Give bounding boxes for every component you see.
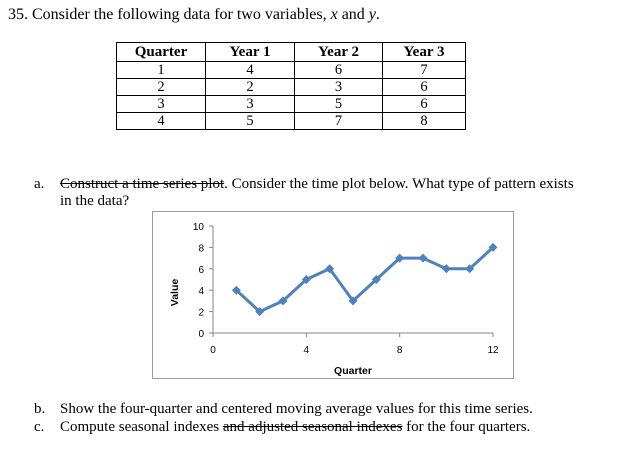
diamond-marker-icon <box>325 264 335 274</box>
question-text-and: and <box>337 6 369 23</box>
x-tick-label: 0 <box>210 345 216 356</box>
part-a: a. Construct a time series plot. Consider… <box>34 176 634 210</box>
diamond-marker-icon <box>441 264 451 274</box>
diamond-marker-icon <box>255 307 265 317</box>
header-year-1: Year 1 <box>205 42 295 62</box>
y-tick-label: 6 <box>198 265 204 276</box>
part-b-label: b. <box>34 401 46 417</box>
diamond-marker-icon <box>418 253 428 263</box>
header-quarter: Quarter <box>116 42 206 62</box>
part-c-text-end: for the four quarters. <box>402 419 531 435</box>
cell: 8 <box>382 112 466 130</box>
variable-x: x <box>330 6 338 23</box>
question-prompt: 35. Consider the following data for two … <box>8 6 380 24</box>
part-a-text: . Consider the time plot below. What typ… <box>224 176 574 192</box>
y-tick-label: 10 <box>193 222 205 233</box>
part-c-struck-text: and adjusted seasonal indexes <box>222 419 403 435</box>
diamond-marker-icon <box>488 242 498 252</box>
diamond-marker-icon <box>465 264 475 274</box>
question-number: 35. <box>8 6 28 23</box>
part-c-label: c. <box>34 419 45 435</box>
x-tick-label: 12 <box>487 345 499 356</box>
cell: 5 <box>205 112 295 130</box>
cell: 1 <box>116 61 206 79</box>
cell: 6 <box>294 61 383 79</box>
part-c: c. Compute seasonal indexes and adjusted … <box>34 419 530 436</box>
diamond-marker-icon <box>278 296 288 306</box>
cell: 6 <box>382 78 466 96</box>
cell: 3 <box>205 95 295 113</box>
part-a-text-continued: in the data? <box>60 193 130 209</box>
y-tick-label: 4 <box>198 286 204 297</box>
cell: 2 <box>205 78 295 96</box>
cell: 6 <box>382 95 466 113</box>
data-table: Quarter Year 1 Year 2 Year 3 1 4 6 7 2 2… <box>116 42 466 130</box>
header-year-3: Year 3 <box>382 42 466 62</box>
part-b: b. Show the four-quarter and centered mov… <box>34 401 533 418</box>
part-c-text: Compute seasonal indexes <box>60 419 223 435</box>
cell: 7 <box>294 112 383 130</box>
question-text: Consider the following data for two vari… <box>32 6 331 23</box>
y-tick-label: 8 <box>198 243 204 254</box>
cell: 4 <box>116 112 206 130</box>
table-row: 2 2 3 6 <box>116 78 466 96</box>
question-text-end: . <box>375 6 380 23</box>
cell: 2 <box>116 78 206 96</box>
time-series-chart: 0 2 4 6 8 10 0 4 8 12 Quarter Value <box>152 211 514 379</box>
y-tick-label: 0 <box>198 329 204 340</box>
table-row: 4 5 7 8 <box>116 112 466 130</box>
header-year-2: Year 2 <box>294 42 383 62</box>
table-row: 1 4 6 7 <box>116 61 466 79</box>
cell: 3 <box>294 78 383 96</box>
diamond-marker-icon <box>231 285 241 295</box>
diamond-marker-icon <box>395 253 405 263</box>
part-a-label: a. <box>34 176 45 192</box>
diamond-marker-icon <box>371 275 381 284</box>
cell: 3 <box>116 95 206 113</box>
diamond-marker-icon <box>348 296 358 306</box>
cell: 5 <box>294 95 383 113</box>
diamond-marker-icon <box>301 275 311 284</box>
chart-canvas: 0 2 4 6 8 10 0 4 8 12 Quarter Value <box>169 222 499 377</box>
y-tick-label: 2 <box>198 308 204 319</box>
variable-y: y <box>368 6 376 23</box>
table-row: 3 3 5 6 <box>116 95 466 113</box>
part-b-text: Show the four-quarter and centered movin… <box>60 401 533 417</box>
data-line <box>235 246 495 314</box>
cell: 7 <box>382 61 466 79</box>
x-axis-title: Quarter <box>334 365 372 377</box>
cell: 4 <box>205 61 295 79</box>
y-axis-title: Value <box>169 279 181 307</box>
x-tick-label: 4 <box>304 345 310 356</box>
part-a-struck-text: Construct a time series plot <box>60 176 225 192</box>
x-tick-label: 8 <box>397 345 403 356</box>
table-header-row: Quarter Year 1 Year 2 Year 3 <box>116 42 466 62</box>
